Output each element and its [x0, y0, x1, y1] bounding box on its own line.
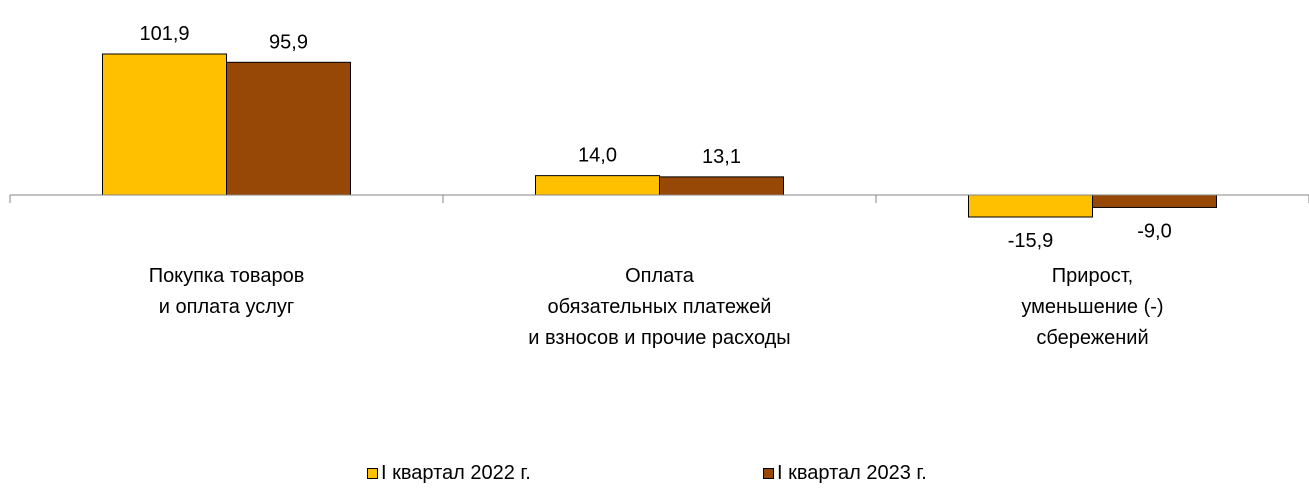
legend-label-2023: I квартал 2023 г. — [777, 462, 927, 484]
value-label-2022-cat2: 14,0 — [578, 145, 617, 167]
value-label-2022-cat3: -15,9 — [1008, 230, 1054, 252]
legend-item-2023: I квартал 2023 г. — [763, 462, 927, 485]
bar-2023-cat1 — [226, 61, 351, 196]
legend-item-2022: I квартал 2022 г. — [367, 462, 531, 485]
value-label-2023-cat3: -9,0 — [1137, 220, 1171, 242]
category-label-2: Оплата обязательных платежей и взносов и п… — [528, 265, 790, 349]
category-label-3: Прирост, уменьшение (-) сбережений — [1021, 265, 1163, 349]
bar-2022-cat3 — [968, 194, 1093, 218]
category-label-1: Покупка товаров и оплата услуг — [149, 265, 305, 318]
value-label-2023-cat2: 13,1 — [702, 146, 741, 168]
legend: I квартал 2022 г. I квартал 2023 г. — [0, 462, 1309, 486]
value-label-2022-cat1: 101,9 — [139, 23, 189, 45]
x-axis — [9, 194, 1309, 203]
legend-swatch-2023 — [763, 468, 774, 479]
bar-2022-cat2 — [535, 175, 660, 196]
bar-2023-cat3 — [1092, 194, 1217, 208]
category-labels: Покупка товаров и оплата услуг Оплата обяза… — [149, 265, 1164, 349]
bar-2023-cat2 — [659, 176, 784, 196]
bar-chart: 101,9 95,9 14,0 13,1 -15,9 -9,0 Покупка товар… — [9, 23, 1309, 349]
value-labels: 101,9 95,9 14,0 13,1 -15,9 -9,0 — [139, 23, 1171, 252]
legend-label-2022: I квартал 2022 г. — [381, 462, 531, 484]
bar-2022-cat1 — [102, 53, 227, 196]
bars-group — [102, 53, 1217, 218]
value-label-2023-cat1: 95,9 — [269, 31, 308, 53]
legend-swatch-2022 — [367, 468, 378, 479]
